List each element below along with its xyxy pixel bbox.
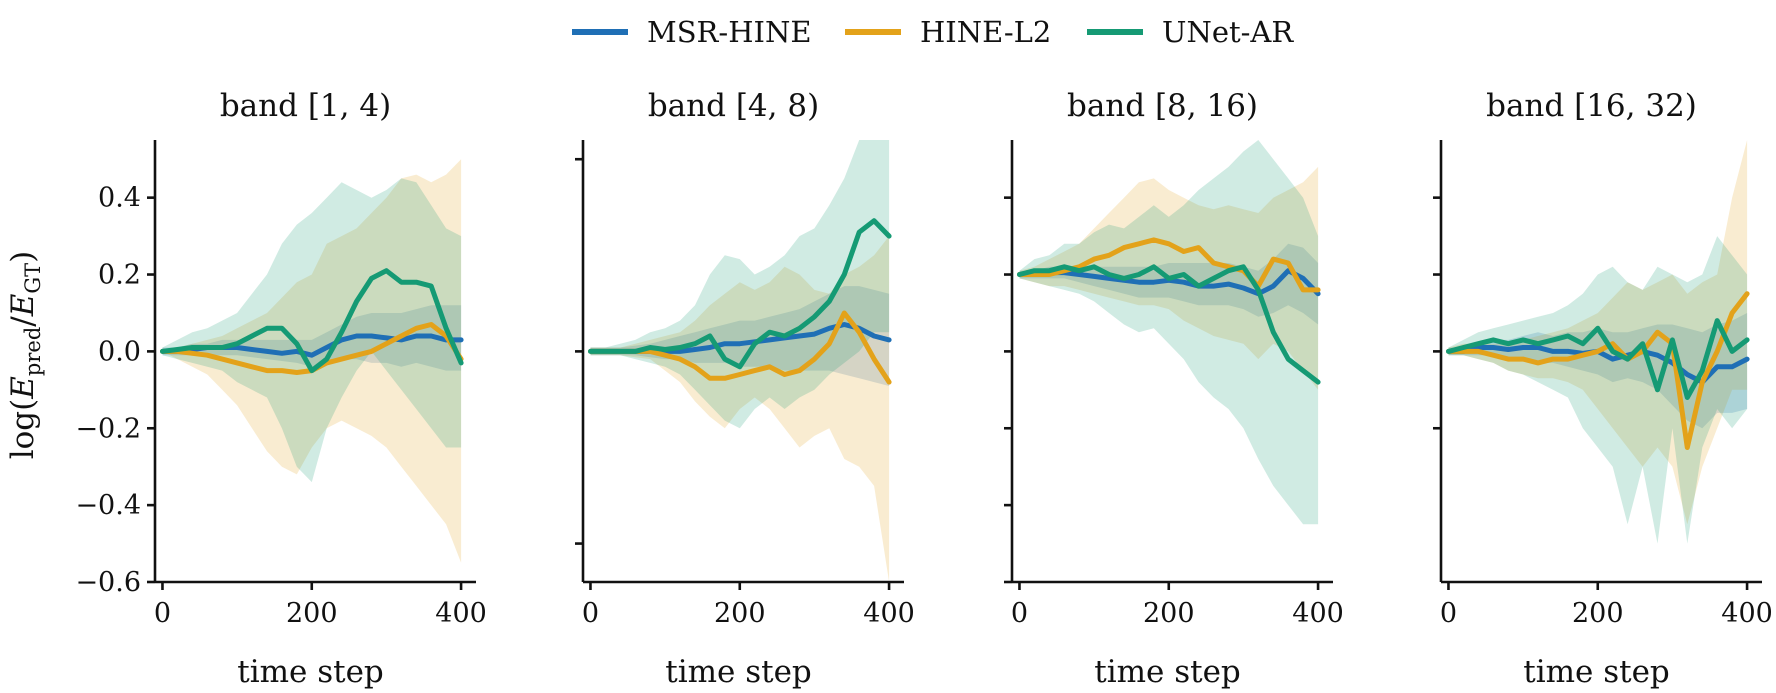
confidence-band [162,305,462,371]
x-axis-label: time step [237,654,384,690]
legend-entry: MSR-HINE [572,15,811,49]
series-line [1446,291,1750,450]
panel-title: band [16, 32) [1486,88,1697,124]
plot-area [1446,140,1750,544]
panel: band [4, 8) 0 200 400 time step [575,88,915,690]
x-axis-label: time step [1523,654,1670,690]
confidence-band [162,178,462,483]
x-tick-label: 0 [1011,598,1028,629]
series-line [1446,318,1750,400]
x-tick-label: 400 [1721,598,1773,629]
series-line [588,218,892,370]
x-tick-label: 400 [435,598,487,629]
legend-label: MSR-HINE [647,15,811,49]
plot-area [588,140,892,582]
x-tick-label: 200 [286,598,338,629]
panel-title: band [4, 8) [648,88,819,124]
y-tick-label: 0.0 [98,336,141,367]
x-axis-label: time step [665,654,812,690]
series-line [160,268,464,374]
panel: band [1, 4) 0 200 400 −0.6 −0.4 −0.2 0.0 0.2 0.4 t… [75,88,486,690]
plot-area [1017,140,1321,525]
y-tick-label: −0.4 [75,490,141,521]
confidence-band [162,159,462,563]
confidence-band [1448,236,1748,544]
legend-entry: UNet-AR [1087,15,1294,49]
panel-title: band [8, 16) [1067,88,1258,124]
series-line [1017,264,1321,385]
legend-label: UNet-AR [1162,15,1294,49]
confidence-band [1019,243,1319,325]
x-tick-label: 400 [863,598,915,629]
plot-area [160,159,464,563]
panel: band [8, 16) 0 200 400 time step [1004,88,1344,690]
panel-title: band [1, 4) [220,88,391,124]
y-tick-label: 0.2 [98,260,141,291]
x-tick-label: 0 [154,598,171,629]
x-tick-label: 0 [1440,598,1457,629]
x-tick-label: 400 [1292,598,1344,629]
x-tick-label: 200 [1572,598,1624,629]
x-tick-label: 200 [714,598,766,629]
y-tick-label: −0.6 [75,567,141,598]
y-tick-label: −0.2 [75,413,141,444]
panel: band [16, 32) 0 200 400 time step [1433,88,1773,690]
confidence-band [590,236,890,582]
x-tick-label: 200 [1143,598,1195,629]
y-axis-label: log(Epred/EGT) [5,251,45,460]
legend-label: HINE-L2 [920,15,1051,49]
x-axis-label: time step [1094,654,1241,690]
confidence-band [1019,140,1319,525]
legend-entry: HINE-L2 [845,15,1051,49]
legend: MSR-HINE HINE-L2 UNet-AR [572,15,1294,49]
chart-panels: band [1, 4) 0 200 400 −0.6 −0.4 −0.2 0.0 0.2 0.4 t… [75,88,1772,690]
y-tick-label: 0.4 [98,183,141,214]
x-tick-label: 0 [582,598,599,629]
